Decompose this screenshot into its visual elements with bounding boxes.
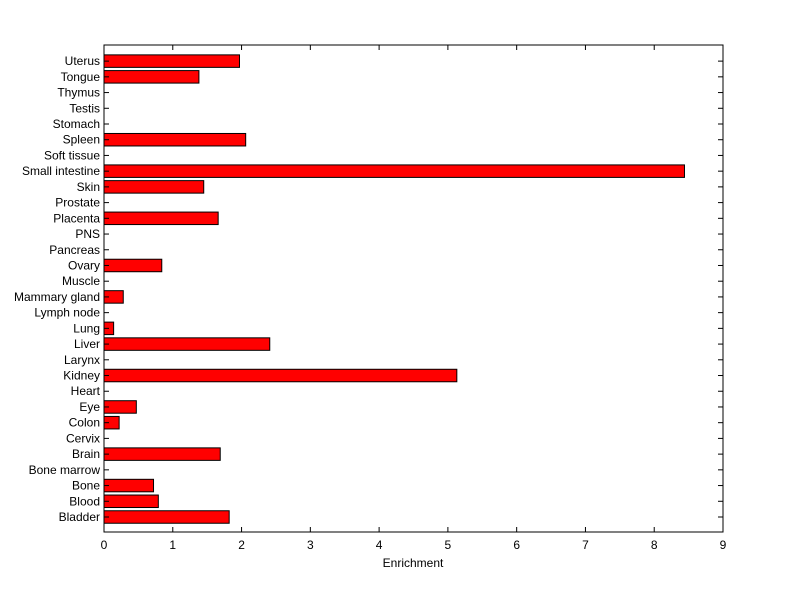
y-tick-label: Uterus — [65, 54, 100, 68]
y-tick-label: Spleen — [63, 133, 100, 147]
y-tick-label: Lymph node — [34, 306, 100, 320]
bar-kidney — [103, 368, 458, 383]
y-tick-label: Liver — [74, 337, 100, 351]
y-tick-label: Bladder — [59, 510, 100, 524]
y-tick-label: Muscle — [62, 274, 100, 288]
x-tick-label: 2 — [238, 538, 245, 552]
bar-bladder — [103, 510, 230, 524]
y-tick-label: Soft tissue — [44, 148, 100, 162]
bar-tongue — [103, 70, 200, 84]
y-tick-label: Kidney — [63, 369, 100, 383]
x-tick-labels: 0 1 2 3 4 5 6 7 8 9 — [101, 538, 727, 552]
bar-small-intestine — [103, 164, 685, 178]
y-tick-label: Lung — [73, 321, 100, 335]
y-tick-label: Cervix — [66, 431, 100, 445]
x-tick-label: 3 — [307, 538, 314, 552]
y-tick-label: Thymus — [57, 86, 100, 100]
ticks-group — [103, 45, 724, 532]
y-tick-label: Brain — [72, 447, 100, 461]
y-tick-label: Colon — [69, 416, 100, 430]
y-tick-label: Bone marrow — [29, 463, 101, 477]
bar-brain — [103, 447, 221, 461]
y-tick-label: Small intestine — [22, 164, 100, 178]
x-tick-label: 5 — [445, 538, 452, 552]
y-tick-label: Stomach — [53, 117, 100, 131]
y-tick-label: Ovary — [68, 258, 100, 272]
bars-group — [103, 54, 685, 524]
y-tick-label: Mammary gland — [14, 290, 100, 304]
y-tick-label: Pancreas — [49, 243, 100, 257]
x-tick-label: 0 — [101, 538, 108, 552]
y-tick-label: Heart — [71, 384, 101, 398]
y-tick-label: Eye — [79, 400, 100, 414]
y-tick-label: Testis — [69, 101, 100, 115]
y-tick-label: Larynx — [64, 353, 100, 367]
x-tick-label: 9 — [720, 538, 727, 552]
y-tick-label: Placenta — [53, 211, 100, 225]
bar-bone — [103, 478, 155, 493]
bar-uterus — [103, 54, 240, 68]
bar-ovary — [103, 258, 163, 273]
y-tick-label: Skin — [77, 180, 100, 194]
y-tick-label: Blood — [69, 494, 100, 508]
y-tick-label: Bone — [72, 479, 100, 493]
x-axis-title: Enrichment — [383, 556, 444, 570]
y-tick-label: Prostate — [55, 196, 100, 210]
x-tick-label: 6 — [513, 538, 520, 552]
x-tick-label: 1 — [169, 538, 176, 552]
x-tick-label: 8 — [651, 538, 658, 552]
y-tick-label: PNS — [75, 227, 100, 241]
x-tick-label: 4 — [376, 538, 383, 552]
bar-liver — [103, 337, 271, 351]
plot-frame — [103, 44, 724, 533]
bar-spleen — [103, 132, 247, 147]
bar-skin — [103, 180, 205, 194]
bar-placenta — [103, 211, 219, 226]
x-tick-label: 7 — [582, 538, 589, 552]
bar-blood — [103, 494, 159, 509]
y-tick-label: Tongue — [61, 70, 101, 84]
